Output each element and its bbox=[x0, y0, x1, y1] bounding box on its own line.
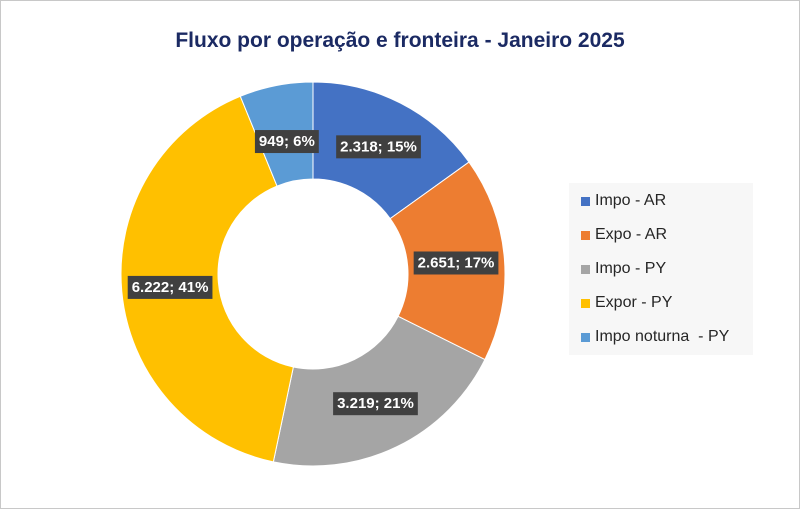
legend: Impo - AR Expo - AR Impo - PY Expor - PY Imp… bbox=[569, 183, 753, 355]
data-label-text: 949; 6% bbox=[259, 133, 315, 150]
legend-item: Impo - AR bbox=[581, 191, 666, 211]
data-label: 2.318; 15% bbox=[336, 135, 421, 159]
donut-slice bbox=[272, 315, 486, 467]
legend-item: Expor - PY bbox=[581, 293, 672, 313]
data-label-box bbox=[336, 135, 421, 159]
data-label-text: 3.219; 21% bbox=[337, 395, 414, 412]
legend-swatch bbox=[581, 332, 590, 342]
chart-title: Fluxo por operação e fronteira - Janeiro… bbox=[175, 29, 625, 52]
legend-swatch bbox=[581, 264, 590, 274]
data-label: 2.651; 17% bbox=[413, 251, 499, 275]
data-label-box bbox=[127, 275, 213, 299]
legend-label: Impo - AR bbox=[595, 192, 667, 209]
legend-label: Expor - PY bbox=[595, 294, 673, 311]
data-label-box bbox=[254, 130, 319, 154]
data-label-text: 2.651; 17% bbox=[418, 254, 495, 271]
data-label-box bbox=[333, 392, 418, 416]
data-label-text: 6.222; 41% bbox=[132, 279, 209, 296]
legend-item: Expo - AR bbox=[581, 225, 667, 245]
legend-swatch bbox=[581, 298, 590, 308]
data-label-text: 2.318; 15% bbox=[340, 138, 417, 155]
legend-swatch bbox=[581, 230, 590, 240]
legend-swatch bbox=[581, 196, 590, 206]
legend-label: Impo - PY bbox=[595, 260, 667, 277]
data-label-box bbox=[413, 251, 499, 275]
legend-item: Impo noturna - PY bbox=[581, 327, 729, 347]
data-label: 949; 6% bbox=[254, 130, 319, 154]
legend-label: Impo noturna - PY bbox=[595, 328, 730, 345]
data-label: 3.219; 21% bbox=[333, 392, 418, 416]
legend-item: Impo - PY bbox=[581, 259, 666, 279]
legend-label: Expo - AR bbox=[595, 226, 668, 243]
data-label: 6.222; 41% bbox=[127, 275, 213, 299]
